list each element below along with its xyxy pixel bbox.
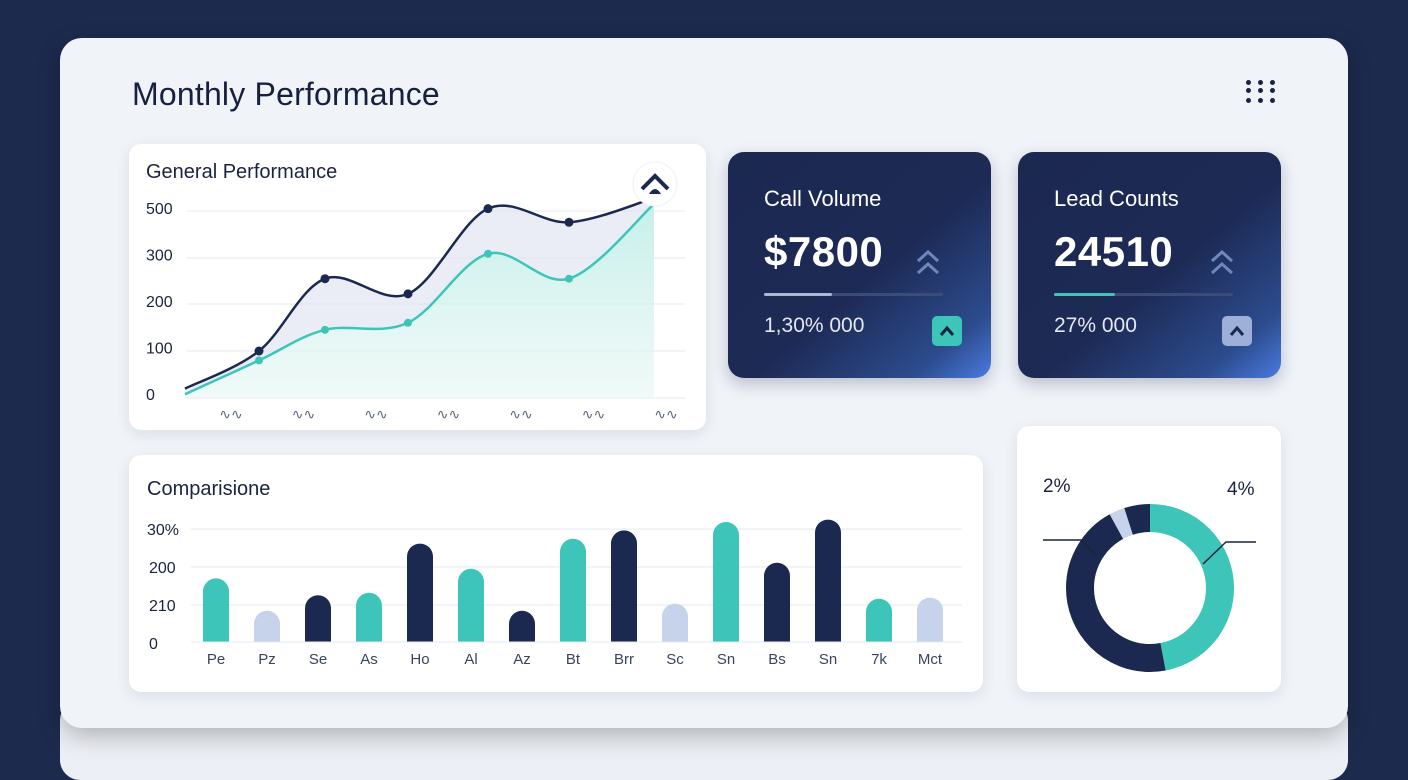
donut-label-right: 4% [1227,479,1255,500]
x-tick-label: Mct [918,651,943,668]
donut-slice [1066,504,1234,672]
teal-data-point [565,274,573,283]
y-tick-label: 100 [146,341,173,358]
x-tick-label: ∿∿ [364,407,387,423]
x-tick-label: ∿∿ [582,407,605,423]
teal-data-point [404,318,412,327]
bar [305,595,331,654]
x-tick-label: Se [309,651,327,668]
x-tick-label: Sn [717,651,735,668]
x-tick-label: Bt [566,651,581,668]
navy-data-point [403,289,413,299]
x-tick-label: ∿∿ [509,407,532,423]
comparison-panel: Comparisione 30% 200 210 0 Pe Pz Se As Ho Al Az Bt B… [129,455,983,692]
x-tick-label: Sn [819,651,837,668]
navy-area [185,198,654,395]
y-tick-label: 210 [149,598,176,615]
lead-counts-sub: 27% 000 [1054,314,1137,337]
teal-area [185,203,654,398]
chevron-up-icon-dot [649,189,661,194]
y-tick-label: 0 [149,636,158,653]
chevron-up-icon [632,161,678,207]
donut-label-left: 2% [1043,476,1071,497]
teal-data-point [321,325,329,334]
x-tick-label: Ho [410,651,429,668]
x-tick-label: ∿∿ [437,407,460,423]
bar [662,603,688,654]
lead-counts-label: Lead Counts [1054,186,1179,211]
comparison-chart: 30% 200 210 0 Pe Pz Se As Ho Al Az Bt Brr Sc Sn Bs Sn 7k M… [147,519,969,668]
bar [407,543,433,654]
donut-leader-left [1043,539,1098,557]
donut-chart [1043,504,1256,672]
x-tick-label: As [360,651,378,668]
donut-panel: 2% 4% [1017,426,1281,692]
lead-counts-value: 24510 [1054,228,1174,275]
donut-leader-right [1202,541,1256,565]
y-tick-label: 300 [146,248,173,265]
navy-data-point [254,346,264,356]
y-tick-label: 500 [146,201,173,218]
bar-baseline-mask [189,642,969,662]
x-tick-label: Az [513,651,531,668]
call-volume-expand-button[interactable] [932,316,962,346]
x-tick-label: Bs [768,651,786,668]
bar [917,597,943,654]
x-tick-label: Brr [614,651,634,668]
x-tick-label: Pz [258,651,276,668]
dashboard-card: Monthly Performance General Performance … [60,38,1348,728]
lead-counts-card: Lead Counts 24510 27% 000 [1018,152,1281,378]
bar [815,519,841,654]
navy-data-point [483,204,493,214]
call-volume-sub: 1,30% 000 [764,314,865,337]
call-volume-label: Call Volume [764,186,882,211]
page-title: Monthly Performance [132,76,440,112]
chevron-up-icon-stroke [640,173,670,191]
y-tick-label: 30% [147,522,179,539]
bar [713,522,739,654]
donut-slice [1066,504,1234,672]
x-tick-label: 7k [871,651,887,668]
call-volume-value: $7800 [764,228,884,275]
double-chevron-up-icon [1210,249,1234,275]
call-volume-card: Call Volume $7800 1,30% 000 [728,152,991,378]
chevron-up-icon [939,325,955,336]
bar [458,568,484,654]
lead-counts-progress [1054,293,1233,296]
general-performance-chart: 500 300 200 100 0 ∿∿ ∿∿ ∿∿ ∿∿ ∿∿ ∿∿ ∿∿ [146,161,685,423]
bar [560,538,586,654]
x-tick-label: ∿∿ [654,407,677,423]
teal-data-point [484,249,492,258]
general-performance-panel: General Performance 500 300 200 100 0 ∿∿ ∿∿ ∿∿ ∿… [129,144,706,430]
x-tick-label: ∿∿ [219,407,242,423]
y-tick-label: 200 [149,560,176,577]
general-performance-title: General Performance [146,161,338,183]
y-tick-label: 200 [146,294,173,311]
call-volume-progress [764,293,943,296]
navy-data-point [320,274,330,284]
bar [866,598,892,654]
grid-menu-icon[interactable] [1246,80,1276,110]
x-tick-label: Pe [207,651,225,668]
bar [764,562,790,654]
y-tick-label: 0 [146,387,155,404]
x-tick-label: Al [464,651,477,668]
double-chevron-up-icon [916,249,940,275]
chevron-up-icon [1229,325,1245,336]
lead-counts-expand-button[interactable] [1222,316,1252,346]
teal-data-point [255,356,263,365]
navy-data-point [564,217,574,227]
bar [611,530,637,654]
x-tick-label: Sc [666,651,684,668]
bar [203,578,229,654]
comparison-title: Comparisione [147,478,271,500]
bar [356,592,382,654]
x-tick-label: ∿∿ [292,407,315,423]
